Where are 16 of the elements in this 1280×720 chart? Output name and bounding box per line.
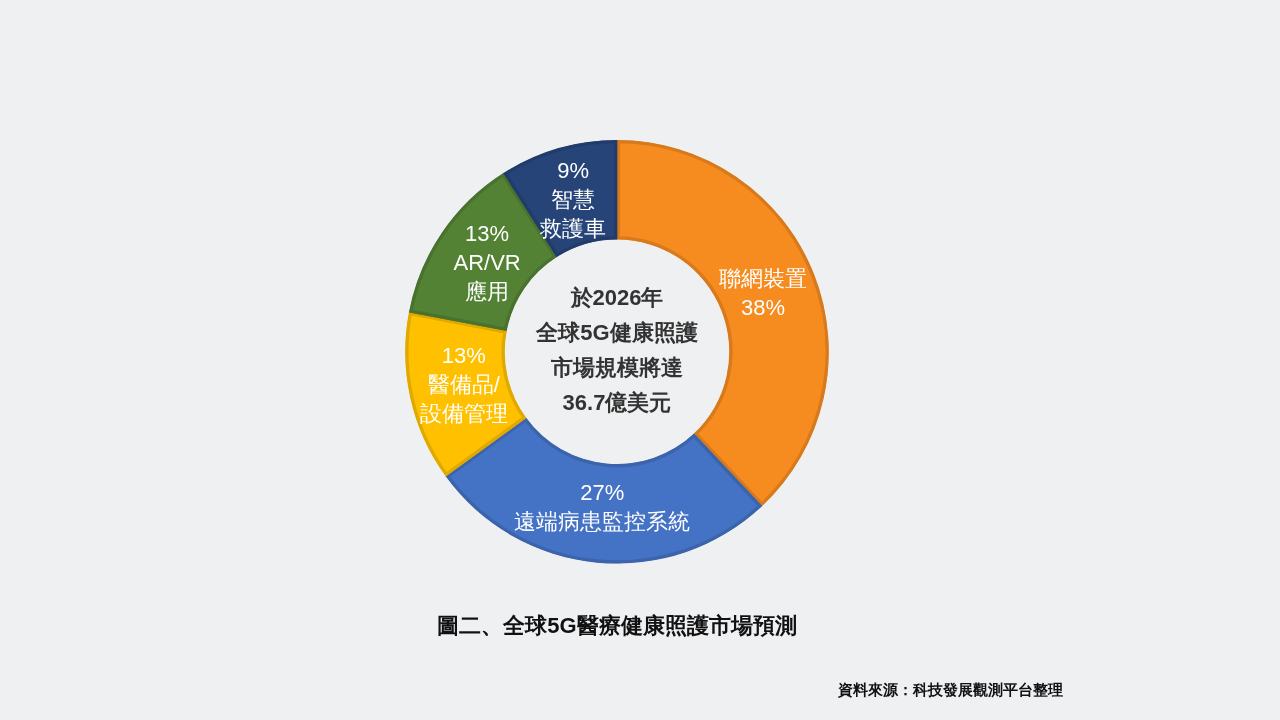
data-label: 13% bbox=[465, 220, 510, 246]
text: 全球5G健康照護 bbox=[535, 320, 698, 346]
text: 圖二、全球5G醫療健康照護市場預測 bbox=[437, 612, 797, 638]
slice-label: 聯網裝置 bbox=[719, 265, 808, 291]
text: 36.7億美元 bbox=[562, 390, 672, 416]
data-label: 9% bbox=[557, 158, 590, 184]
source-note: 資料來源：科技發展觀測平台整理 bbox=[837, 681, 1063, 700]
data-label: 13% bbox=[441, 343, 486, 369]
text: 市場規模將達 bbox=[550, 355, 683, 381]
slice-label: AR/VR應用 bbox=[453, 249, 521, 304]
slice-label: 智慧救護車 bbox=[539, 187, 607, 242]
text: 於2026年 bbox=[569, 285, 664, 311]
slice-label: 醫備品/設備管理 bbox=[419, 372, 508, 427]
data-label: 38% bbox=[741, 294, 786, 320]
data-label: 27% bbox=[580, 479, 625, 505]
slice-label: 遠端病患監控系統 bbox=[514, 508, 691, 534]
